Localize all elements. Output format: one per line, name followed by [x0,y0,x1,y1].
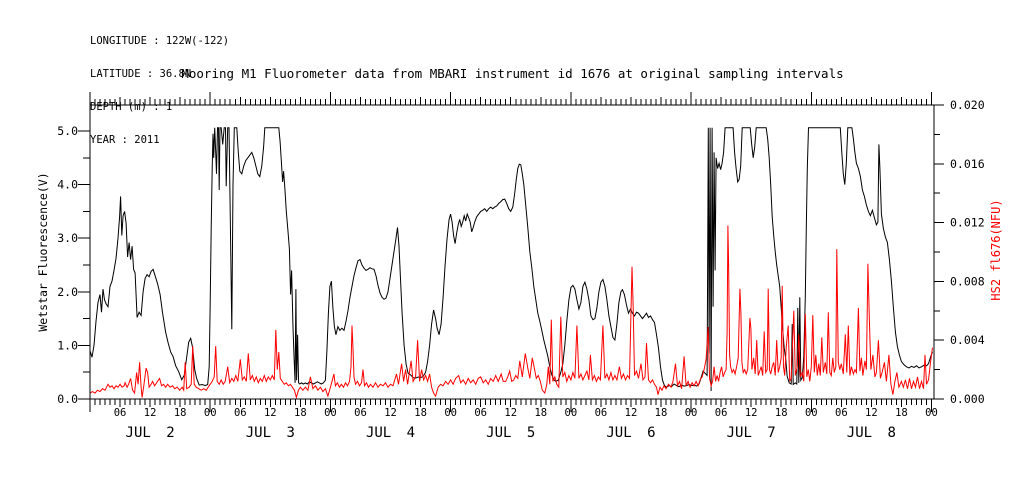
tick-label: 18 [174,407,187,419]
tick-label: 12 [384,407,397,419]
metadata-longitude: LONGITUDE : 122W(-122) [90,35,230,47]
tick-label: 2.0 [57,285,78,299]
tick-label: 06 [595,407,608,419]
tick-label: 12 [144,407,157,419]
tick-label: 4.0 [57,178,78,192]
tick-label: 1.0 [57,338,78,352]
tick-label: 00 [805,407,818,419]
tick-label: 06 [835,407,848,419]
tick-label: 06 [715,407,728,419]
tick-label: 12 [264,407,277,419]
tick-label: 12 [745,407,758,419]
tick-label: 18 [414,407,427,419]
tick-label: 18 [294,407,307,419]
metadata-latitude: LATITUDE : 36.8N [90,68,192,80]
tick-label: 00 [685,407,698,419]
tick-label: 12 [865,407,878,419]
metadata-year: YEAR : 2011 [90,134,160,146]
series-line-wetstar [89,127,933,392]
tick-label: 5.0 [57,124,78,138]
metadata-depth: DEPTH (m) : 1 [90,101,173,113]
tick-label: 00 [324,407,337,419]
tick-label: JUL 4 [366,425,415,441]
tick-label: 00 [444,407,457,419]
tick-label: 00 [925,407,938,419]
tick-label: 3.0 [57,231,78,245]
series-line-hs2 [89,225,933,400]
tick-label: 12 [625,407,638,419]
tick-label: 18 [775,407,788,419]
tick-label: JUL 8 [847,425,896,441]
tick-label: 0.016 [950,157,985,171]
tick-label: JUL 3 [246,425,295,441]
plot-metadata: LONGITUDE : 122W(-122) LATITUDE : 36.8N … [90,14,229,168]
tick-label: JUL 5 [486,425,535,441]
tick-label: 12 [504,407,517,419]
tick-label: JUL 7 [727,425,776,441]
tick-label: 0.008 [950,274,985,288]
tick-label: 06 [354,407,367,419]
tick-label: 06 [474,407,487,419]
tick-label: 18 [655,407,668,419]
tick-label: 0.020 [950,98,985,112]
tick-label: 0.000 [950,392,985,406]
tick-label: 18 [534,407,547,419]
tick-label: JUL 2 [126,425,175,441]
tick-label: 06 [114,407,127,419]
tick-label: 0.0 [57,392,78,406]
tick-label: 00 [565,407,578,419]
chart-title: Mooring M1 Fluorometer data from MBARI i… [181,66,844,81]
tick-label: 0.012 [950,216,985,230]
tick-label: 00 [204,407,217,419]
tick-label: 06 [234,407,247,419]
tick-label: JUL 6 [606,425,655,441]
tick-label: 18 [895,407,908,419]
tick-label: 0.004 [950,333,985,347]
